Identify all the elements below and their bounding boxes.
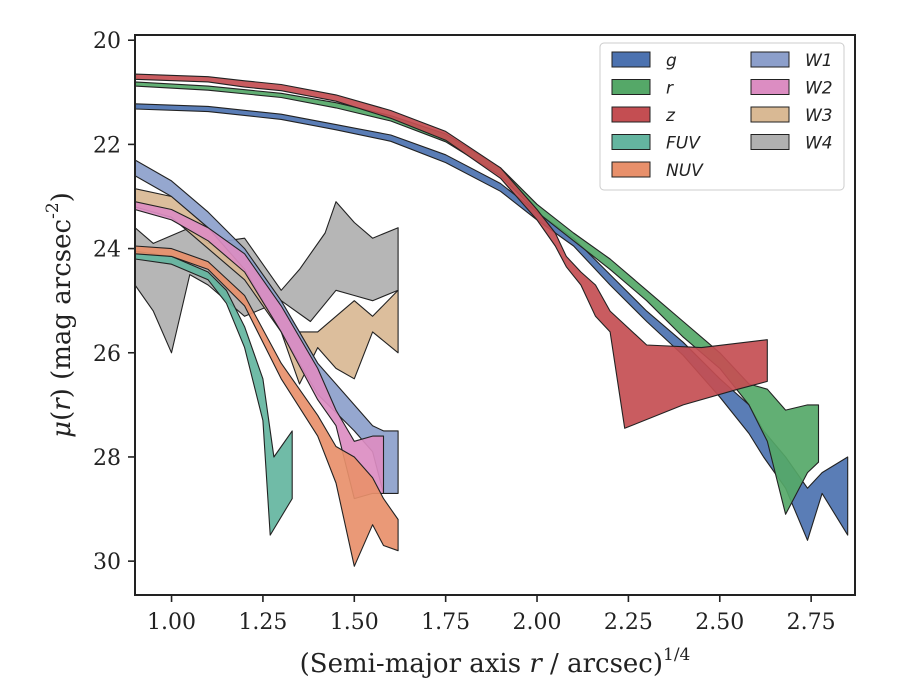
y-axis-label: μ(r) (mag arcsec-2) — [43, 192, 77, 438]
y-tick-label: 24 — [93, 238, 121, 263]
x-tick-label: 1.50 — [330, 610, 379, 635]
legend-label-z: z — [665, 106, 676, 126]
x-tick-label: 2.00 — [513, 610, 562, 635]
y-tick-label: 26 — [93, 342, 121, 367]
x-tick-label: 2.50 — [695, 610, 744, 635]
x-tick-label: 1.25 — [238, 610, 287, 635]
band-z — [135, 73, 768, 429]
profile-bands — [135, 73, 849, 567]
legend-swatch-r — [611, 79, 651, 95]
legend-label-w4: W4 — [805, 134, 833, 154]
plot-frame — [134, 34, 856, 596]
legend-swatch-w4 — [750, 134, 790, 150]
band-fuv — [135, 250, 293, 536]
y-tick-label: 28 — [93, 446, 121, 471]
legend-label-g: g — [666, 51, 677, 71]
legend-swatch-fuv — [611, 134, 651, 150]
legend: grz FUV NUV W1 W2 W3 W4 — [599, 42, 845, 191]
legend-swatch-z — [611, 106, 651, 123]
legend-swatch-w2 — [750, 79, 790, 95]
legend-label-w1: W1 — [805, 51, 833, 71]
x-axis-label: (Semi-major axis r / arcsec)1/4 — [300, 645, 691, 679]
x-tick-label: 2.75 — [787, 610, 836, 635]
y-tick-label: 20 — [93, 29, 121, 54]
x-tick-label: 1.00 — [147, 610, 196, 635]
x-tick-label: 2.25 — [604, 610, 653, 635]
x-axis-ticks: 1.00 1.25 1.50 1.75 2.00 2.25 2.50 2.75 — [147, 595, 836, 635]
legend-label-w2: W2 — [805, 79, 833, 99]
y-tick-label: 30 — [93, 550, 121, 575]
legend-swatch-w1 — [750, 51, 790, 68]
x-tick-label: 1.75 — [421, 610, 470, 635]
band-g — [135, 103, 849, 541]
legend-label-r: r — [666, 79, 674, 99]
legend-swatch-nuv — [611, 161, 651, 178]
legend-label-nuv: NUV — [666, 161, 704, 181]
legend-label-fuv: FUV — [666, 134, 701, 154]
legend-swatch-w3 — [750, 106, 790, 123]
y-tick-label: 22 — [93, 133, 121, 158]
band-nuv — [135, 245, 399, 567]
legend-label-w3: W3 — [805, 106, 833, 126]
y-axis-ticks: 20 22 24 26 28 30 — [93, 29, 135, 575]
legend-swatch-g — [611, 51, 651, 68]
